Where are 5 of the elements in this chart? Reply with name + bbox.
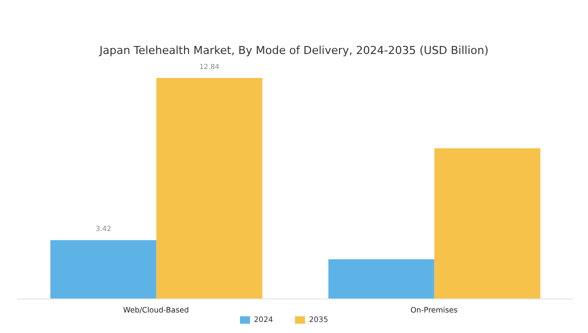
bar — [434, 148, 540, 299]
bar — [328, 259, 434, 299]
bar — [156, 78, 262, 299]
bar — [50, 240, 156, 299]
chart-title: Japan Telehealth Market, By Mode of Delivery, 2024-2035 (USD Billion) — [98, 43, 490, 59]
